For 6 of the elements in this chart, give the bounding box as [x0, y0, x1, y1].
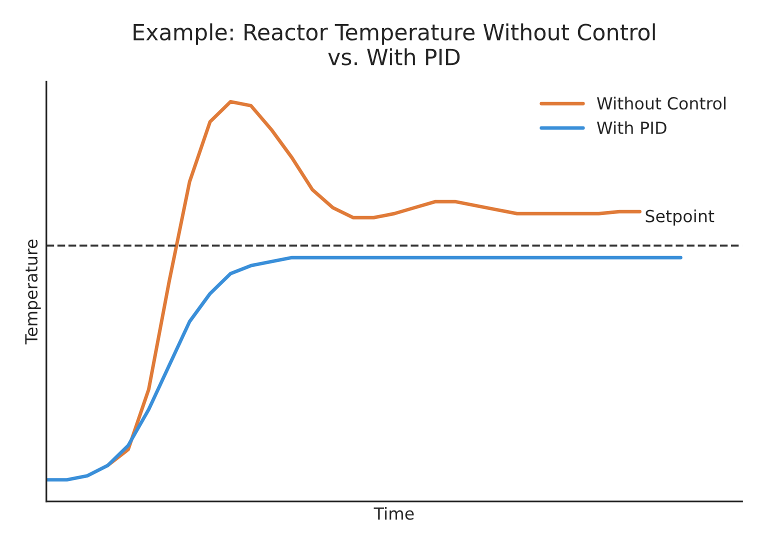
ref-line-label: Setpoint: [646, 210, 714, 226]
legend-label: Without Control: [596, 96, 726, 110]
x-axis-title: Time: [374, 506, 414, 520]
legend-label: With PID: [596, 121, 666, 134]
chart-title: Example: Reactor Temperature Without Control vs. With PID: [134, 23, 655, 66]
y-axis-title: Temperature: [25, 240, 41, 344]
